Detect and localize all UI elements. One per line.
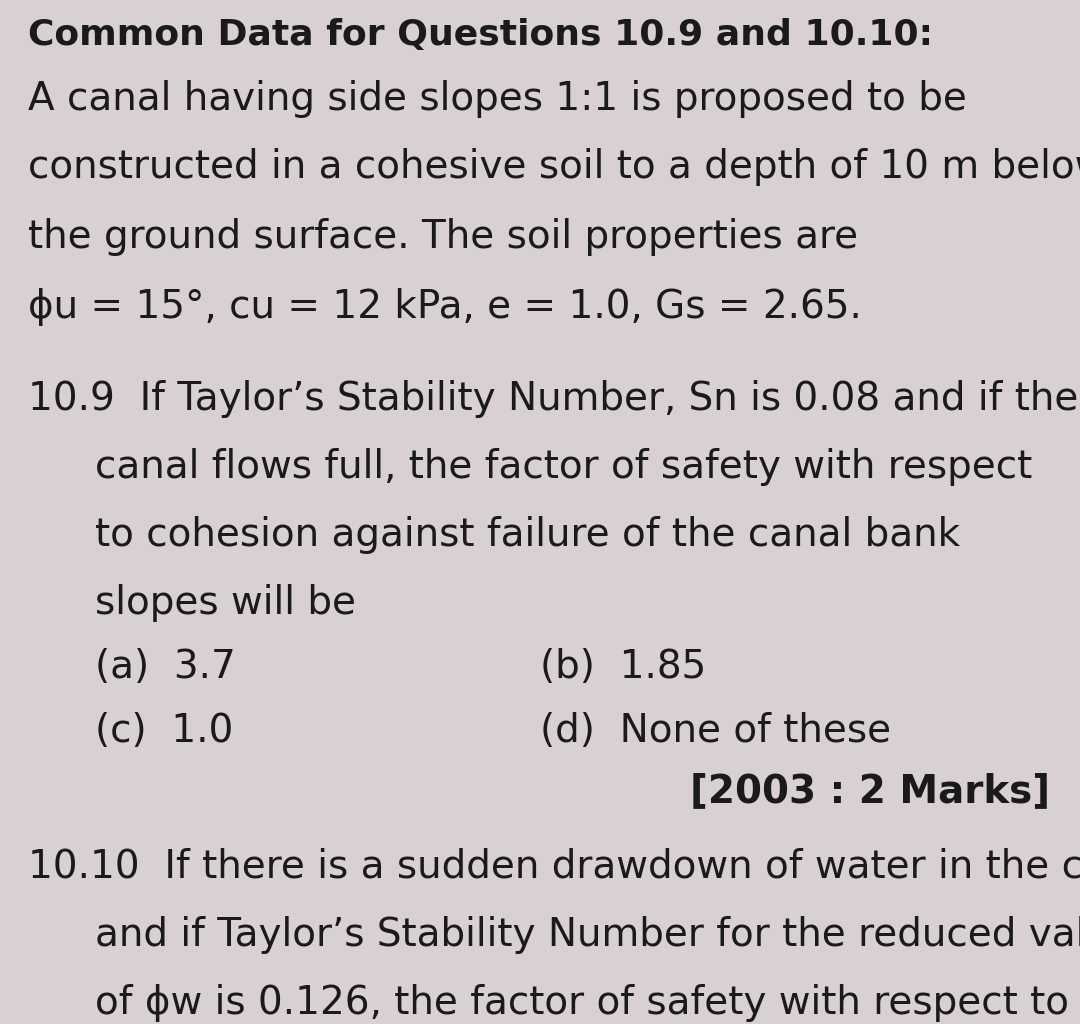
Text: A canal having side slopes 1:1 is proposed to be: A canal having side slopes 1:1 is propos… <box>28 80 967 118</box>
Text: 10.9  If Taylor’s Stability Number, Sn is 0.08 and if the: 10.9 If Taylor’s Stability Number, Sn is… <box>28 380 1078 418</box>
Text: [2003 : 2 Marks]: [2003 : 2 Marks] <box>690 772 1050 810</box>
Text: ϕu = 15°, cu = 12 kPa, e = 1.0, Gs = 2.65.: ϕu = 15°, cu = 12 kPa, e = 1.0, Gs = 2.6… <box>28 288 862 326</box>
Text: (d)  None of these: (d) None of these <box>540 712 891 750</box>
Text: of ϕw is 0.126, the factor of safety with respect to: of ϕw is 0.126, the factor of safety wit… <box>95 984 1069 1022</box>
Text: the ground surface. The soil properties are: the ground surface. The soil properties … <box>28 218 859 256</box>
Text: to cohesion against failure of the canal bank: to cohesion against failure of the canal… <box>95 516 960 554</box>
Text: slopes will be: slopes will be <box>95 584 356 622</box>
Text: Common Data for Questions 10.9 and 10.10:: Common Data for Questions 10.9 and 10.10… <box>28 18 933 52</box>
Text: canal flows full, the factor of safety with respect: canal flows full, the factor of safety w… <box>95 449 1032 486</box>
Text: (a)  3.7: (a) 3.7 <box>95 648 235 686</box>
Text: constructed in a cohesive soil to a depth of 10 m below: constructed in a cohesive soil to a dept… <box>28 148 1080 186</box>
Text: (c)  1.0: (c) 1.0 <box>95 712 233 750</box>
Text: and if Taylor’s Stability Number for the reduced value: and if Taylor’s Stability Number for the… <box>95 916 1080 954</box>
Text: (b)  1.85: (b) 1.85 <box>540 648 706 686</box>
Text: 10.10  If there is a sudden drawdown of water in the canal: 10.10 If there is a sudden drawdown of w… <box>28 848 1080 886</box>
